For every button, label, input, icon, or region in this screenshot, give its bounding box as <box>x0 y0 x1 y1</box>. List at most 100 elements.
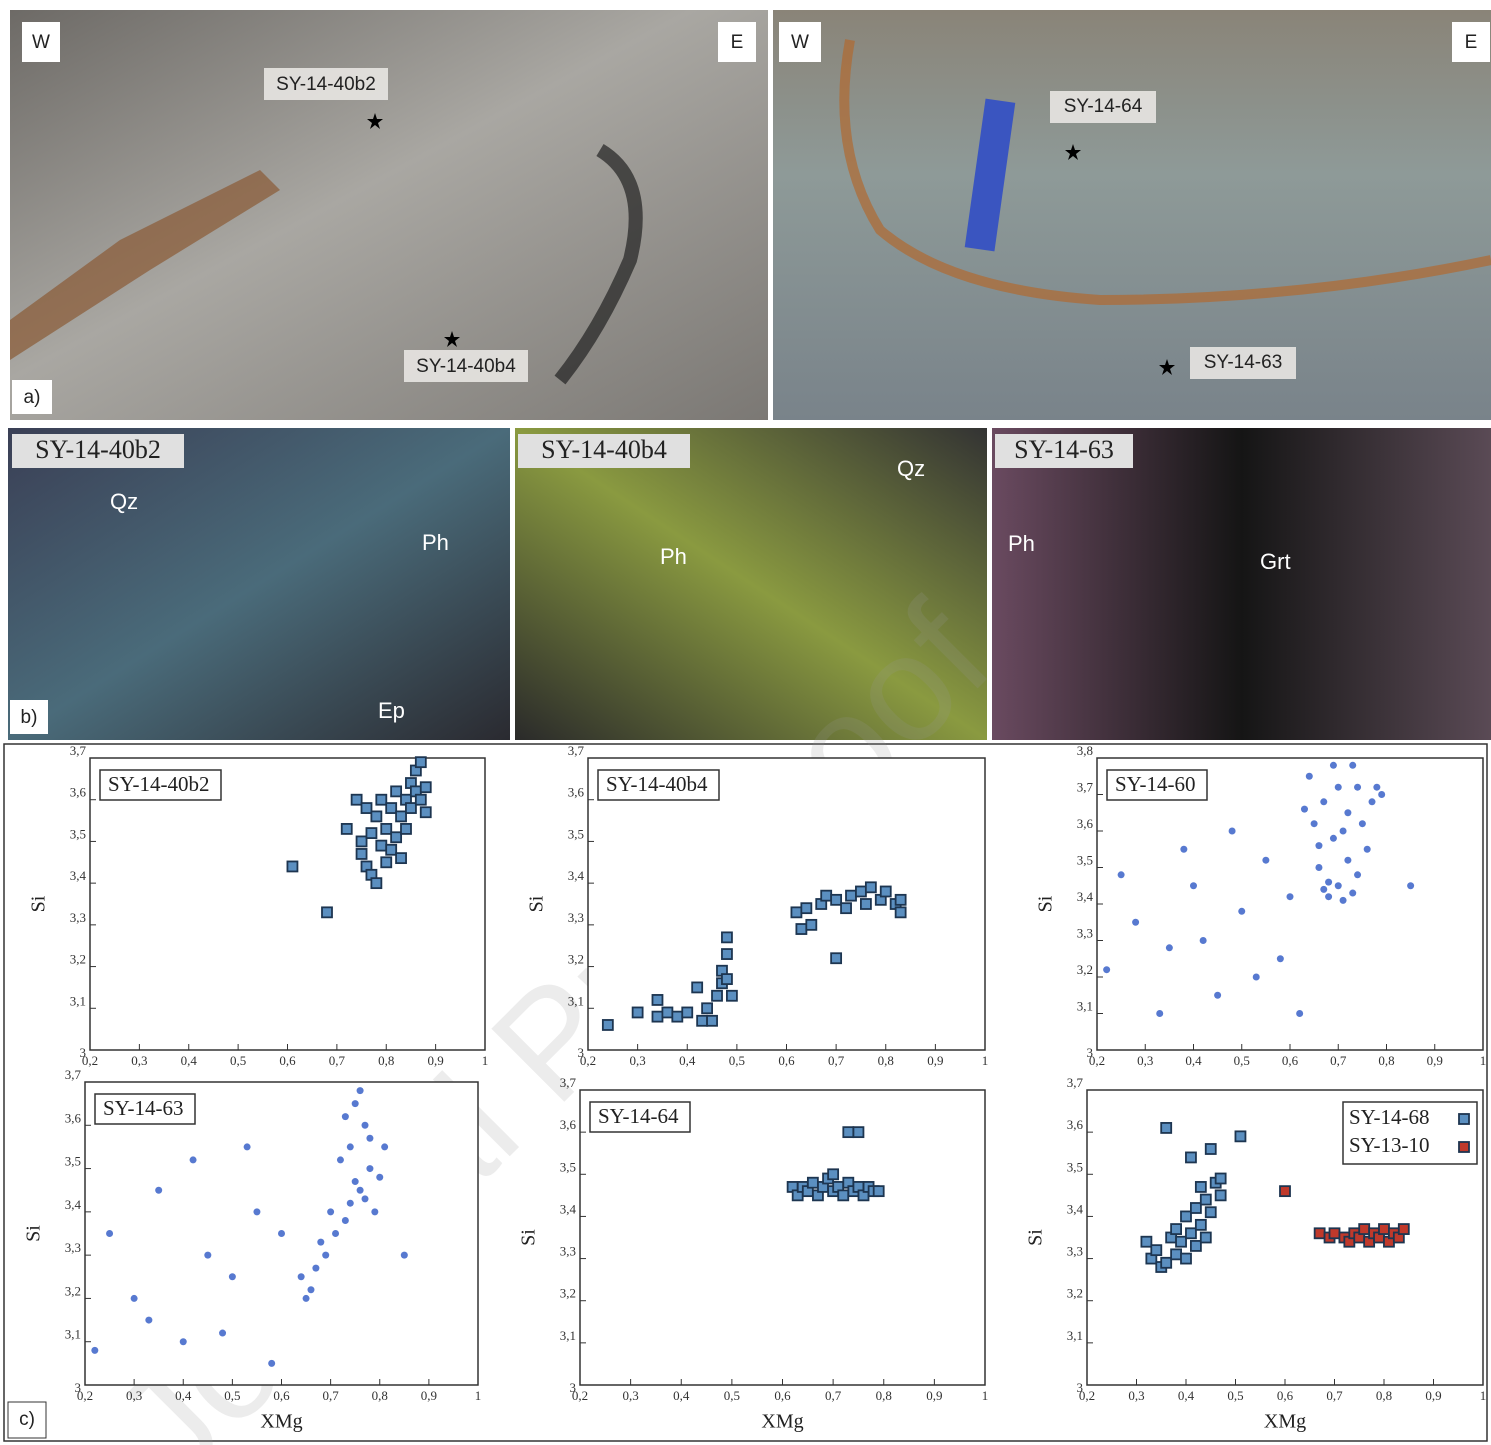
scatter-point <box>355 848 368 860</box>
plot-frame <box>1096 757 1484 1051</box>
x-tick-label: 0,8 <box>372 1388 388 1403</box>
scatter-point <box>894 906 907 919</box>
y-tick-label: 3,5 <box>70 826 86 841</box>
y-tick-label: 3,5 <box>1067 1159 1083 1174</box>
scatter-point <box>721 948 733 960</box>
scatter-point <box>1339 896 1347 904</box>
x-axis-label: XMg <box>260 1411 302 1433</box>
photo <box>773 10 1491 420</box>
scatter-point <box>1339 827 1347 835</box>
scatter-point <box>1180 1252 1192 1265</box>
scatter-point <box>1170 1223 1182 1235</box>
scatter-point <box>800 902 813 915</box>
x-tick-label: 0,4 <box>181 1053 198 1068</box>
y-tick-label: 3,3 <box>65 1240 81 1255</box>
scatter-point <box>286 860 299 873</box>
sample-label: SY-14-63 <box>1204 352 1283 373</box>
scatter-point <box>1354 871 1362 879</box>
x-tick-label: 0,9 <box>926 1388 942 1403</box>
y-tick-label: 3,4 <box>70 868 87 883</box>
y-tick-label: 3 <box>80 1045 87 1060</box>
label-box <box>995 434 1133 468</box>
y-tick-label: 3,4 <box>1077 889 1094 904</box>
y-tick-label: 3,3 <box>568 910 584 925</box>
y-tick-label: 3,7 <box>70 743 87 758</box>
scatter-point <box>356 1186 364 1194</box>
chart-title-box <box>597 769 720 801</box>
y-tick-label: 3,2 <box>568 952 584 967</box>
y-tick-label: 3,7 <box>1067 1075 1084 1090</box>
scatter-point <box>381 1143 389 1151</box>
y-tick-label: 3,1 <box>568 993 584 1008</box>
scatter-point <box>351 1178 359 1186</box>
x-tick-label: 0,2 <box>82 1053 98 1068</box>
chart-title: SY-14-40b4 <box>606 772 708 796</box>
scatter-point <box>395 810 407 823</box>
scatter-point <box>405 802 417 814</box>
y-tick-label: 3,5 <box>1077 852 1093 867</box>
photo <box>10 10 768 420</box>
label-box <box>404 350 528 382</box>
x-tick-label: 0,7 <box>825 1388 842 1403</box>
scatter-point <box>872 1185 885 1198</box>
scatter-point <box>1132 918 1140 926</box>
legend-marker <box>1458 1113 1470 1125</box>
x-axis-label: XMg <box>1264 1411 1306 1433</box>
y-tick-label: 3 <box>578 1045 585 1060</box>
scatter-point <box>321 906 333 919</box>
scatter-point <box>253 1208 261 1216</box>
scatter-point <box>419 806 432 819</box>
y-tick-label: 3,1 <box>70 993 86 1008</box>
scatter-point <box>327 1208 335 1216</box>
y-tick-label: 3,7 <box>560 1075 577 1090</box>
scatter-point <box>681 1006 694 1019</box>
x-tick-label: 0,3 <box>131 1053 147 1068</box>
x-tick-label: 0,8 <box>1378 1053 1394 1068</box>
scatter-point <box>1325 878 1333 886</box>
x-tick-label: 1 <box>1480 1388 1487 1403</box>
x-tick-label: 0,8 <box>878 1053 894 1068</box>
chart-title-box <box>94 1093 196 1125</box>
x-tick-label: 0,5 <box>224 1388 240 1403</box>
scatter-point <box>375 793 388 806</box>
x-tick-label: 0,3 <box>1137 1053 1153 1068</box>
panel-frame <box>3 743 1488 1442</box>
micrograph <box>8 428 510 740</box>
photo-feature <box>554 143 643 385</box>
scatter-point <box>1199 1193 1212 1206</box>
scatter-point <box>361 1195 369 1203</box>
chart-title-box <box>1106 769 1208 801</box>
scatter-point <box>806 1176 819 1189</box>
scatter-point <box>419 781 432 794</box>
x-tick-label: 0,4 <box>673 1388 690 1403</box>
scatter-point <box>243 1143 251 1151</box>
scatter-point <box>790 906 803 919</box>
y-tick-label: 3,2 <box>1067 1286 1083 1301</box>
x-tick-label: 0,4 <box>175 1388 192 1403</box>
scatter-point <box>1320 798 1328 806</box>
scatter-point <box>1262 856 1270 864</box>
y-axis-label: Si <box>1025 1229 1047 1246</box>
direction-label: W <box>791 32 809 53</box>
scatter-point <box>219 1329 227 1337</box>
x-tick-label: 0,2 <box>1079 1388 1095 1403</box>
y-tick-label: 3,8 <box>1077 743 1093 758</box>
scatter-point <box>1397 1223 1410 1235</box>
x-tick-label: 0,2 <box>77 1388 93 1403</box>
photo-feature <box>839 39 1491 306</box>
scatter-point <box>361 1121 369 1129</box>
scatter-point <box>711 989 723 1002</box>
scatter-point <box>370 877 383 890</box>
scatter-point <box>351 1100 359 1108</box>
y-tick-label: 3,2 <box>1077 962 1093 977</box>
x-tick-label: 0,9 <box>421 1388 437 1403</box>
scatter-point <box>380 856 393 869</box>
micrograph-title: SY-14-40b2 <box>35 435 161 464</box>
x-tick-label: 0,3 <box>623 1388 639 1403</box>
x-tick-label: 0,5 <box>1234 1053 1250 1068</box>
x-tick-label: 0,5 <box>729 1053 745 1068</box>
scatter-point <box>820 889 833 902</box>
y-tick-label: 3,3 <box>1067 1244 1083 1259</box>
legend-marker <box>1458 1141 1470 1153</box>
